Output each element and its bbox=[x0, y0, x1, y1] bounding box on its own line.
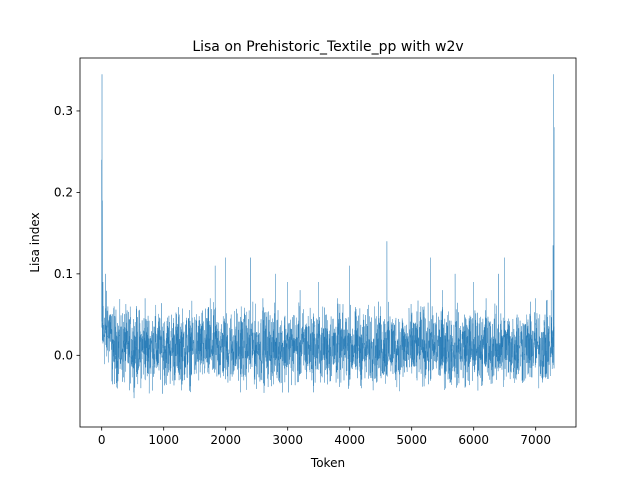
series-layer bbox=[101, 74, 555, 399]
x-tick-label: 1000 bbox=[148, 433, 179, 447]
x-tick-label: 5000 bbox=[396, 433, 427, 447]
y-axis-ticks: 0.0 0.1 0.2 0.3 bbox=[54, 104, 80, 362]
y-tick-label: 0.3 bbox=[54, 104, 73, 118]
y-tick-label: 0.0 bbox=[54, 348, 73, 362]
x-tick-label: 6000 bbox=[458, 433, 489, 447]
y-tick-label: 0.2 bbox=[54, 185, 73, 199]
x-tick-label: 7000 bbox=[520, 433, 551, 447]
y-axis-label: Lisa index bbox=[28, 212, 42, 272]
x-tick-label: 4000 bbox=[334, 433, 365, 447]
y-tick-label: 0.1 bbox=[54, 267, 73, 281]
x-axis-label: Token bbox=[310, 456, 345, 470]
x-tick-label: 2000 bbox=[210, 433, 241, 447]
x-tick-label: 0 bbox=[98, 433, 106, 447]
chart-title: Lisa on Prehistoric_Textile_pp with w2v bbox=[192, 39, 463, 55]
x-tick-label: 3000 bbox=[272, 433, 303, 447]
plot-area-frame bbox=[79, 57, 577, 428]
x-axis-ticks: 0 1000 2000 3000 4000 5000 6000 7000 bbox=[98, 427, 551, 447]
lisa-index-series-line bbox=[101, 74, 555, 399]
